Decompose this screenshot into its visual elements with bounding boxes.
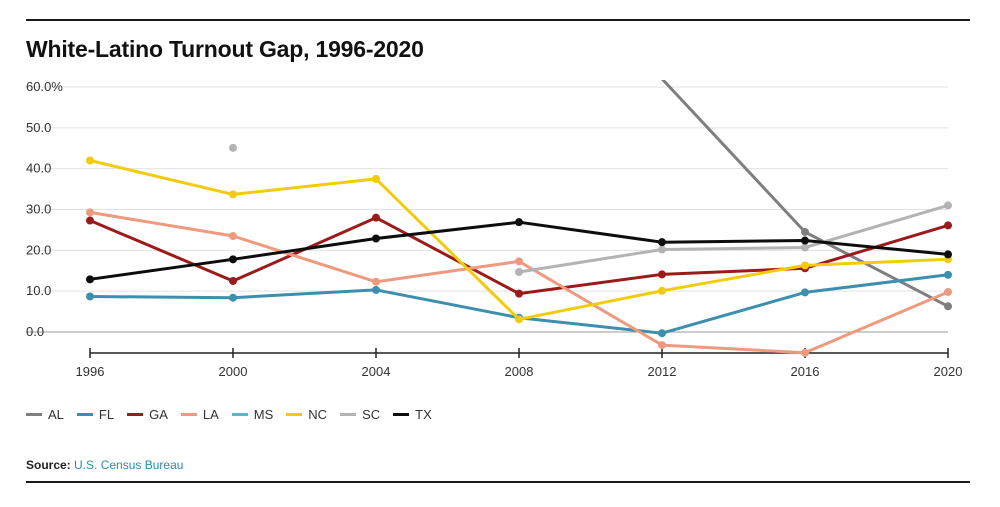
data-point-tx-2016 <box>801 236 809 245</box>
data-point-ga-2008 <box>515 289 523 298</box>
data-point-sc-2012 <box>658 245 666 254</box>
legend-item-nc: NC <box>286 407 327 422</box>
data-point-ga-1996 <box>86 216 94 225</box>
y-tick-label: 40.0 <box>26 161 51 176</box>
data-point-sc-2008 <box>515 267 523 276</box>
data-point-la-2012 <box>658 341 666 350</box>
x-tick-label: 2004 <box>362 364 391 379</box>
data-point-la-2004 <box>372 277 380 286</box>
legend-item-ms: MS <box>231 407 274 422</box>
legend-label: FL <box>98 407 115 422</box>
data-point-al-2016 <box>801 227 809 236</box>
y-tick-label: 20.0 <box>26 242 51 257</box>
x-tick-label: 1996 <box>76 364 105 379</box>
source-note: Source: U.S. Census Bureau <box>26 458 183 472</box>
x-tick-label: 2008 <box>505 364 534 379</box>
data-point-al-2020 <box>944 302 952 311</box>
legend-swatch <box>26 413 42 416</box>
data-point-fl-2016 <box>801 288 809 297</box>
y-tick-label: 30.0 <box>26 202 51 217</box>
data-point-la-2020 <box>944 287 952 296</box>
data-point-tx-2000 <box>229 255 237 264</box>
chart-legend: AL FL GA LA MS NC SC TX <box>26 407 445 422</box>
source-label: Source: <box>26 458 71 472</box>
series-group <box>86 80 952 357</box>
data-point-fl-1996 <box>86 292 94 301</box>
legend-swatch <box>393 413 410 416</box>
legend-label: TX <box>415 407 432 422</box>
y-tick-label: 10.0 <box>26 283 51 298</box>
data-point-nc-2008 <box>515 315 523 324</box>
source-link[interactable]: U.S. Census Bureau <box>74 458 184 472</box>
data-point-ga-2020 <box>944 221 952 230</box>
data-point-sc-2000 <box>229 143 237 152</box>
legend-label: SC <box>362 407 381 422</box>
data-point-sc-2020 <box>944 201 952 210</box>
top-rule <box>26 19 970 21</box>
legend-label: GA <box>149 407 168 422</box>
data-point-fl-2012 <box>658 329 666 338</box>
x-tick-label: 2016 <box>791 364 820 379</box>
data-point-fl-2020 <box>944 270 952 279</box>
data-point-ga-2012 <box>658 270 666 279</box>
y-tick-label: 50.0 <box>26 120 51 135</box>
y-tick-label: 0.0 <box>26 324 44 339</box>
data-point-nc-1996 <box>86 156 94 165</box>
legend-item-sc: SC <box>340 407 380 422</box>
data-point-tx-2020 <box>944 250 952 259</box>
data-point-la-1996 <box>86 208 94 217</box>
data-point-nc-2004 <box>372 174 380 183</box>
legend-label: LA <box>202 407 219 422</box>
data-point-la-2016 <box>801 348 809 357</box>
x-tick-label: 2000 <box>219 364 248 379</box>
legend-swatch <box>286 413 303 416</box>
legend-swatch <box>76 413 93 416</box>
series-line-fl <box>88 273 950 335</box>
legend-item-la: LA <box>180 407 219 422</box>
legend-label: MS <box>253 407 274 422</box>
data-point-la-2000 <box>229 232 237 241</box>
legend-item-tx: TX <box>393 407 432 422</box>
data-point-fl-2000 <box>229 293 237 302</box>
chart-title: White-Latino Turnout Gap, 1996-2020 <box>26 36 424 62</box>
data-point-nc-2016 <box>801 261 809 270</box>
data-point-nc-2000 <box>229 190 237 199</box>
legend-label: AL <box>48 407 64 422</box>
data-point-tx-2012 <box>658 238 666 247</box>
x-tick-label: 2012 <box>648 364 677 379</box>
x-tick-label: 2020 <box>934 364 963 379</box>
legend-swatch <box>340 413 357 416</box>
y-tick-label: 60.0% <box>26 79 63 94</box>
legend-item-fl: FL <box>76 407 115 422</box>
data-point-sc-2016 <box>801 243 809 252</box>
legend-item-al: AL <box>26 407 64 422</box>
data-point-ga-2004 <box>372 213 380 222</box>
data-point-tx-2008 <box>515 218 523 227</box>
data-point-la-2008 <box>515 257 523 266</box>
series-line-sc <box>517 203 950 274</box>
legend-swatch <box>231 413 248 416</box>
series-line-ga <box>88 216 950 296</box>
data-point-tx-2004 <box>372 234 380 243</box>
bottom-rule <box>26 481 970 483</box>
legend-item-ga: GA <box>127 407 168 422</box>
data-point-ga-2000 <box>229 276 237 285</box>
legend-label: NC <box>308 407 328 422</box>
data-point-nc-2012 <box>658 286 666 295</box>
data-point-fl-2004 <box>372 285 380 294</box>
legend-swatch <box>127 413 144 416</box>
legend-swatch <box>180 413 197 416</box>
data-point-tx-1996 <box>86 275 94 284</box>
